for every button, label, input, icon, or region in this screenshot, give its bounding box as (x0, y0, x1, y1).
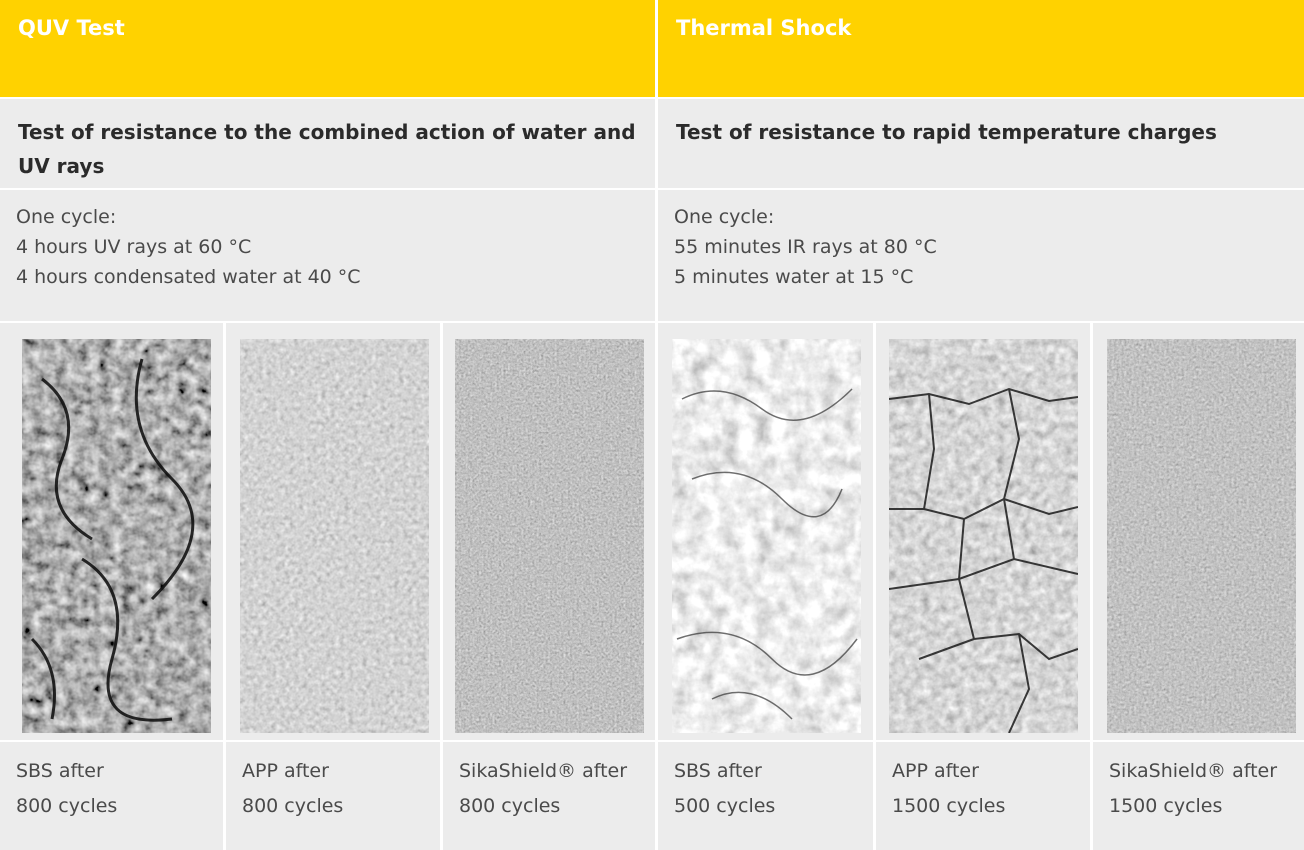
caption-cycles: 500 cycles (674, 795, 776, 817)
subtitle-quv: Test of resistance to the combined actio… (18, 120, 636, 178)
cycle-line: One cycle: (674, 206, 775, 228)
cycle-line: 5 minutes water at 15 °C (674, 266, 914, 288)
sample-photo-sbs-800 (22, 339, 211, 733)
header-quv: QUV Test (0, 0, 655, 97)
caption-cycles: 1500 cycles (892, 795, 1006, 817)
sample-photo-app-800 (240, 339, 429, 733)
caption-material: SBS after (16, 760, 104, 782)
sample-photo-sikashield-1500 (1107, 339, 1296, 733)
caption-material: APP after (242, 760, 329, 782)
column-title-quv: QUV Test (18, 16, 125, 40)
subtitle-cell-quv: Test of resistance to the combined actio… (0, 99, 655, 188)
header-thermal-shock: Thermal Shock (658, 0, 1304, 97)
column-title-thermal-shock: Thermal Shock (676, 16, 852, 40)
subtitle-cell-thermal-shock: Test of resistance to rapid temperature … (658, 99, 1304, 188)
caption-cycles: 800 cycles (459, 795, 561, 817)
cycle-line: 55 minutes IR rays at 80 °C (674, 236, 937, 258)
caption-material: SBS after (674, 760, 762, 782)
caption-material: SikaShield® after (1109, 760, 1278, 782)
cycle-line: 4 hours condensated water at 40 °C (16, 266, 361, 288)
cycle-line: 4 hours UV rays at 60 °C (16, 236, 252, 258)
caption-material: SikaShield® after (459, 760, 628, 782)
caption-cycles: 800 cycles (16, 795, 118, 817)
sample-image-cell-sikashield-thermal (1093, 323, 1304, 740)
caption-sikashield-quv: SikaShield® after 800 cycles (443, 742, 655, 850)
sample-photo-app-1500 (889, 339, 1078, 733)
caption-app-thermal: APP after 1500 cycles (876, 742, 1090, 850)
cycle-cell-thermal-shock: One cycle: 55 minutes IR rays at 80 °C 5… (658, 190, 1304, 321)
caption-material: APP after (892, 760, 979, 782)
subtitle-thermal-shock: Test of resistance to rapid temperature … (676, 120, 1217, 144)
caption-sbs-quv: SBS after 800 cycles (0, 742, 223, 850)
cycle-line: One cycle: (16, 206, 117, 228)
cycle-cell-quv: One cycle: 4 hours UV rays at 60 °C 4 ho… (0, 190, 655, 321)
caption-sikashield-thermal: SikaShield® after 1500 cycles (1093, 742, 1304, 850)
caption-cycles: 800 cycles (242, 795, 344, 817)
sample-image-cell-sbs-thermal (658, 323, 873, 740)
caption-sbs-thermal: SBS after 500 cycles (658, 742, 873, 850)
caption-app-quv: APP after 800 cycles (226, 742, 440, 850)
caption-cycles: 1500 cycles (1109, 795, 1223, 817)
sample-photo-sbs-500 (672, 339, 861, 733)
sample-photo-sikashield-800 (455, 339, 644, 733)
sample-image-cell-app-quv (226, 323, 440, 740)
sample-image-cell-sbs-quv (0, 323, 223, 740)
sample-image-cell-sikashield-quv (443, 323, 655, 740)
sample-image-cell-app-thermal (876, 323, 1090, 740)
